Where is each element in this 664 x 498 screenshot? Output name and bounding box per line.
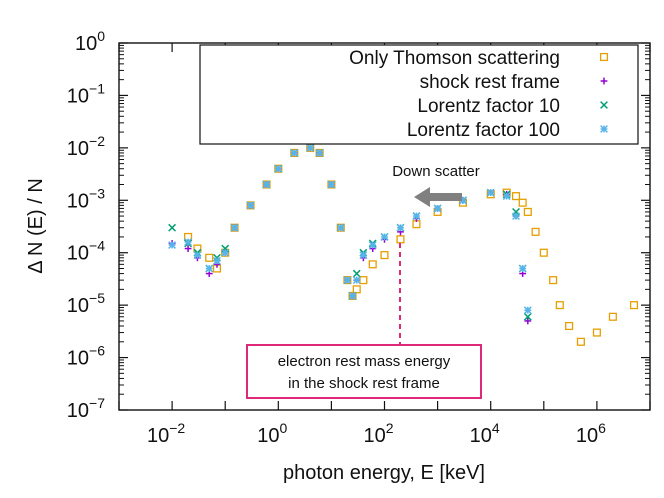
data-point — [184, 245, 192, 252]
data-point — [221, 248, 230, 257]
data-point — [412, 212, 421, 220]
data-point — [352, 285, 361, 294]
data-point — [555, 301, 564, 310]
data-point — [523, 207, 532, 216]
legend-label: Lorentz factor 10 — [417, 96, 560, 117]
data-point — [368, 260, 377, 269]
data-point — [359, 276, 368, 285]
data-point — [565, 321, 574, 331]
x-tick-label: 106 — [576, 420, 606, 447]
data-point — [524, 317, 532, 325]
data-point — [629, 301, 639, 310]
data-point — [433, 204, 442, 213]
data-point — [262, 180, 271, 189]
down-scatter-arrow — [414, 187, 462, 207]
data-point — [184, 238, 193, 246]
rest-mass-label-line-1: electron rest mass energy — [278, 353, 451, 370]
data-point — [306, 143, 315, 152]
series-4 — [168, 143, 532, 315]
data-point — [246, 201, 255, 210]
data-point — [502, 192, 511, 201]
data-point — [168, 241, 177, 249]
data-point — [368, 241, 377, 249]
data-point — [352, 269, 361, 278]
y-tick-label: 10−7 — [67, 395, 105, 422]
data-point — [348, 291, 357, 300]
x-tick-label: 100 — [257, 420, 287, 447]
data-point — [518, 264, 527, 273]
data-point — [315, 149, 324, 157]
y-tick-label: 10−4 — [67, 238, 105, 265]
y-axis-label: Δ N (E) / N — [25, 178, 47, 274]
legend-marker — [600, 101, 608, 109]
legend-marker — [599, 52, 609, 62]
y-tick-label: 10−2 — [67, 133, 105, 160]
y-tick-label: 100 — [75, 28, 105, 55]
data-point — [592, 328, 601, 337]
rest-mass-box — [246, 344, 482, 399]
data-point — [274, 164, 283, 173]
data-point — [193, 251, 202, 260]
data-point — [230, 223, 239, 232]
data-point — [511, 192, 521, 201]
x-axis-label: photon energy, E [keV] — [283, 462, 485, 484]
x-tick-label: 10−2 — [147, 420, 185, 447]
legend-box — [199, 44, 639, 145]
legend-marker — [600, 77, 608, 85]
data-point — [205, 264, 214, 273]
y-tick-label: 10−3 — [67, 185, 105, 212]
data-point — [512, 212, 520, 220]
data-point — [343, 276, 352, 285]
data-point — [396, 223, 405, 232]
data-point — [352, 276, 361, 285]
axes: 10−2 100 102 104 106 100 10−1 10−2 10−3 10−4 10−5 1… — [67, 28, 651, 447]
data-point — [539, 248, 548, 257]
data-point — [168, 223, 177, 232]
data-point — [290, 149, 299, 157]
data-point — [486, 188, 495, 197]
legend-label: Only Thomson scattering — [349, 48, 560, 69]
legend-label: Lorentz factor 100 — [407, 120, 560, 141]
data-point — [213, 256, 221, 265]
down-scatter-label: Down scatter — [392, 163, 480, 180]
legend: Only Thomson scattering shock rest frame L… — [199, 44, 639, 145]
legend-label: shock rest frame — [420, 72, 560, 93]
data-point — [327, 180, 336, 189]
data-point — [336, 223, 345, 232]
data-point — [608, 312, 617, 321]
y-tick-label: 10−5 — [67, 290, 105, 317]
data-point — [531, 227, 540, 236]
legend-marker — [600, 125, 608, 133]
y-tick-label: 10−6 — [67, 343, 105, 370]
data-point — [523, 312, 532, 321]
series-layer — [168, 143, 639, 346]
data-point — [396, 235, 405, 244]
data-point — [523, 306, 532, 315]
data-point — [518, 198, 527, 207]
annotations: Down scatter electron rest mass energy i… — [246, 163, 482, 399]
y-tick-label: 10−1 — [67, 80, 105, 107]
x-tick-label: 104 — [470, 420, 500, 447]
data-point — [549, 276, 558, 285]
data-point — [359, 251, 368, 260]
x-tick-label: 102 — [363, 420, 393, 447]
rest-mass-label-line-2: in the shock rest frame — [288, 375, 440, 392]
data-point — [576, 337, 585, 346]
data-point — [380, 251, 389, 260]
data-point — [205, 253, 214, 262]
data-point — [380, 233, 389, 241]
